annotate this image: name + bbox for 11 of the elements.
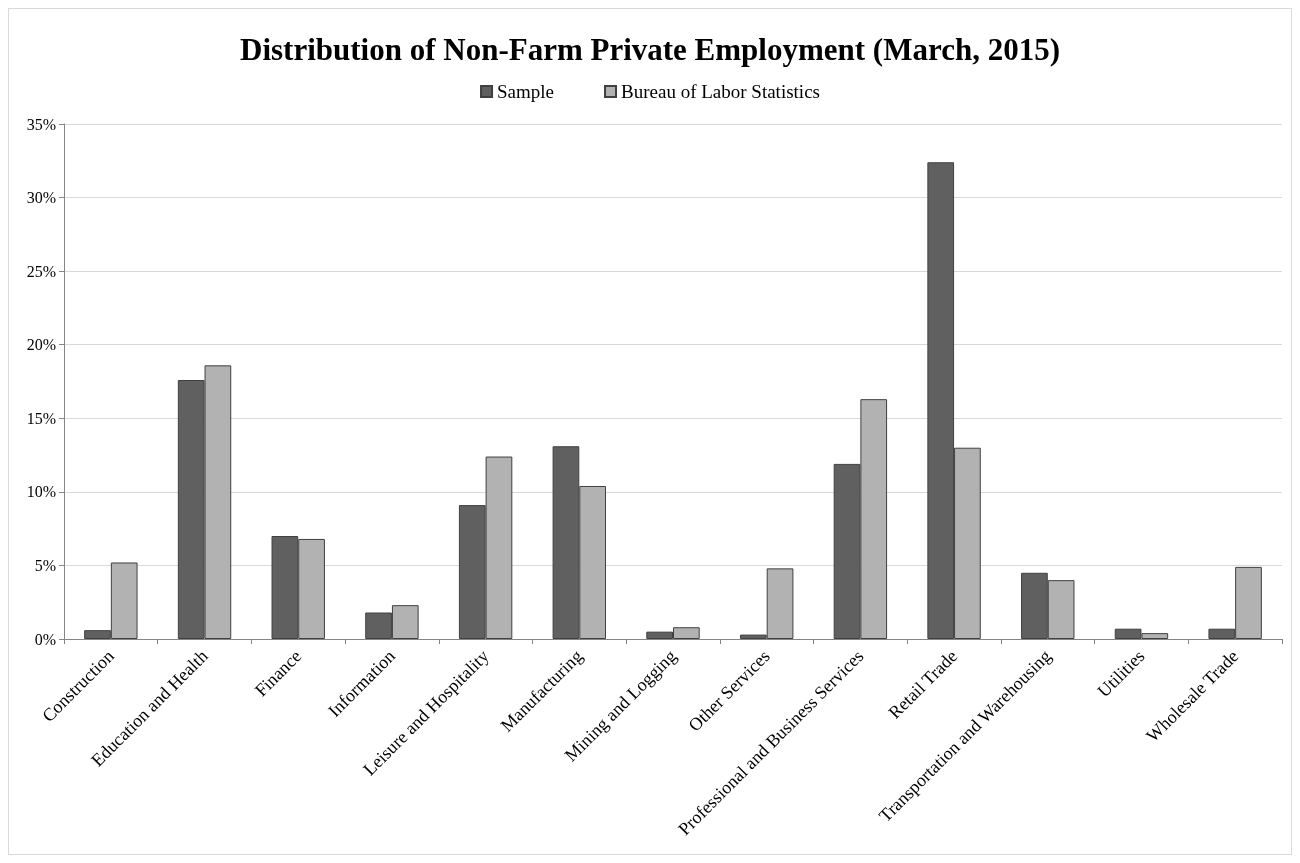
legend-label: Bureau of Labor Statistics: [621, 81, 820, 102]
y-tick-label: 10%: [26, 483, 56, 501]
y-tick-label: 30%: [26, 189, 56, 207]
y-tick-label: 35%: [26, 115, 56, 133]
y-tick-label: 15%: [26, 409, 56, 427]
y-tick-label: 25%: [26, 262, 56, 280]
y-tick-label: 0%: [34, 630, 56, 648]
legend-label: Sample: [497, 81, 555, 102]
y-tick-label: 5%: [34, 556, 56, 574]
chart-title: Distribution of Non-Farm Private Employment (March, 2015): [240, 32, 1060, 67]
y-tick-label: 20%: [26, 336, 56, 354]
